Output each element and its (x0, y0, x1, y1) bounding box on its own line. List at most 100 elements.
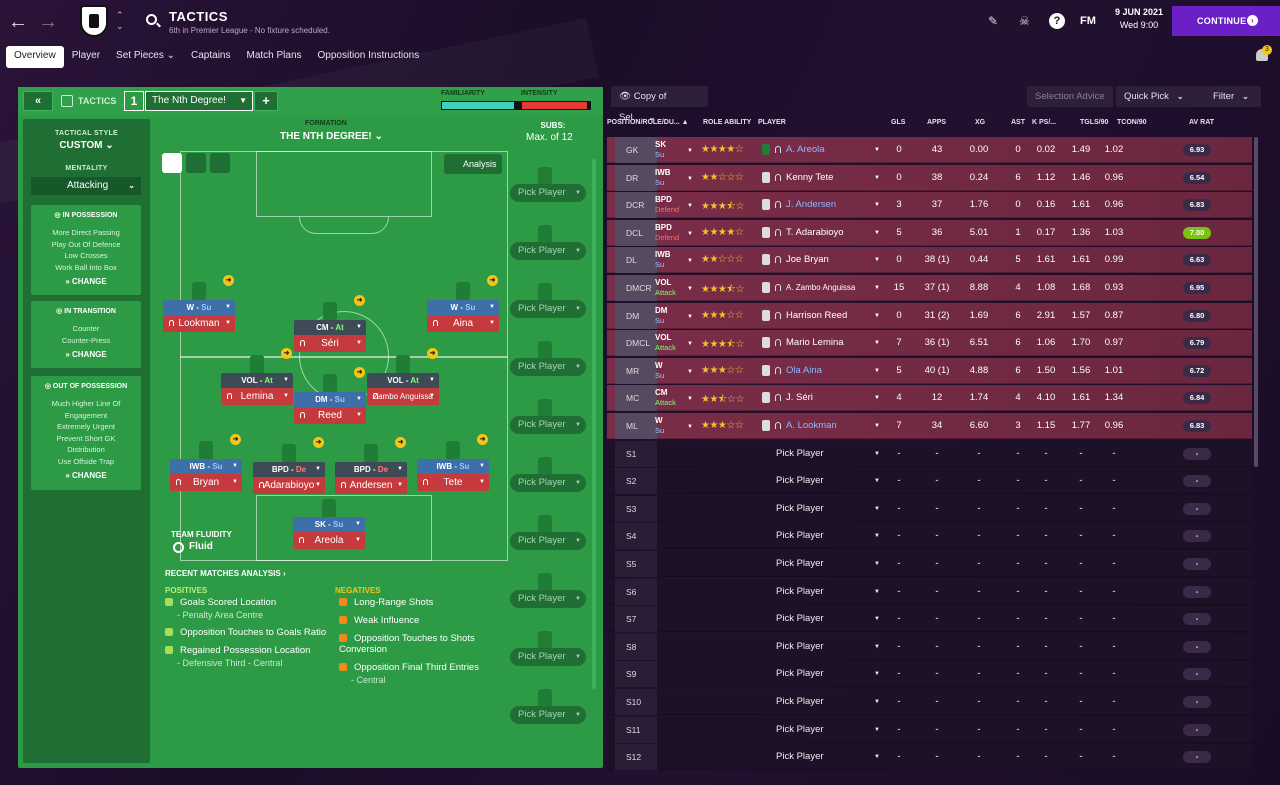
role-duty-dropdown[interactable]: IWB Su ▼ (652, 247, 696, 273)
selection-advice-button[interactable]: Selection Advice (1027, 86, 1113, 107)
table-row[interactable]: GK SK Su ▼ ★★★★☆ A. Areola ▼ 0 43 0.00 0 0.02 1.49 1.… (607, 137, 1252, 163)
role-duty-selector[interactable]: VOL - At ▼ (221, 373, 293, 388)
column-header[interactable]: AV RAT (1189, 119, 1215, 126)
tab-match-plans[interactable]: Match Plans (246, 50, 302, 61)
bar-chart-icon[interactable] (186, 153, 206, 173)
player-shirt-icon[interactable] (323, 374, 337, 392)
player-dropdown[interactable]: T. Adarabioyo ▼ (758, 220, 880, 246)
player-dropdown[interactable]: J. Séri ▼ (758, 385, 880, 411)
column-header[interactable]: GLS (891, 119, 906, 126)
table-row[interactable]: DMCL VOL Attack ▼ ★★★⯪☆ Mario Lemina ▼ 7 36 (1) 6… (607, 330, 1252, 357)
role-duty-dropdown[interactable]: IWB Su ▼ (652, 165, 696, 191)
pick-player-dropdown[interactable]: Pick Player ▼ (510, 416, 586, 434)
player-dropdown[interactable]: Ola Aina ▼ (758, 358, 880, 384)
player-shirt-icon[interactable] (456, 282, 470, 300)
player-dropdown[interactable]: Pick Player ▼ (758, 717, 880, 743)
view-dropdown[interactable]: 👁 Copy of Sel... ⌄ (611, 86, 708, 123)
club-crest-icon[interactable] (80, 5, 108, 37)
forward-arrow-icon[interactable]: → (38, 11, 58, 33)
intensity-bar[interactable] (521, 101, 591, 110)
player-view-icon[interactable] (162, 153, 182, 173)
back-arrow-icon[interactable]: ← (8, 11, 28, 33)
column-header[interactable]: XG (975, 119, 986, 126)
role-duty-dropdown[interactable]: BPD Defend ▼ (652, 192, 696, 218)
player-instruction-arrow-icon[interactable]: ➜ (230, 434, 241, 445)
column-header[interactable]: TCON/90 (1117, 119, 1147, 126)
search-icon[interactable] (146, 14, 157, 25)
column-header[interactable]: K PS/... (1032, 119, 1057, 126)
player-name-selector[interactable]: Areola ▼ (293, 532, 365, 549)
table-row[interactable]: S12 Pick Player ▼ - - - - - - - - (607, 744, 1252, 771)
out-of-possession-change-button[interactable]: » CHANGE (65, 471, 107, 480)
club-switch-icon[interactable]: ⌃ ⌄ (116, 10, 124, 31)
continue-button[interactable]: CONTINUE › (1172, 6, 1280, 36)
table-row[interactable]: S11 Pick Player ▼ - - - - - - - - (607, 716, 1252, 743)
player-dropdown[interactable]: Pick Player ▼ (758, 441, 880, 467)
pitch-player-slot[interactable]: CM - At ▼ Séri ▼ (294, 320, 366, 352)
add-tactic-button[interactable]: + (254, 91, 278, 111)
table-row[interactable]: S7 Pick Player ▼ - - - - - - - - (607, 606, 1252, 633)
help-icon[interactable]: ? (1049, 13, 1065, 29)
pitch-player-slot[interactable]: IWB - Su ▼ Bryan ▼ (170, 459, 242, 491)
role-duty-dropdown[interactable]: W Su ▼ (652, 413, 696, 439)
role-duty-dropdown[interactable]: SK Su ▼ (652, 137, 696, 163)
mentality-dropdown[interactable]: Attacking ⌄ (31, 177, 141, 195)
player-dropdown[interactable]: Pick Player ▼ (758, 744, 880, 770)
pitch-player-slot[interactable]: BPD - De ▼ Adarabioyo ▼ (253, 462, 325, 494)
role-duty-selector[interactable]: W - Su ▼ (163, 300, 235, 315)
table-row[interactable]: DM DM Su ▼ ★★★☆☆ Harrison Reed ▼ 0 31 (2) 1.69 6 2.… (607, 302, 1252, 329)
player-dropdown[interactable]: Pick Player ▼ (758, 496, 880, 522)
player-instruction-arrow-icon[interactable]: ➜ (313, 437, 324, 448)
table-row[interactable]: S5 Pick Player ▼ - - - - - - - - (607, 551, 1252, 577)
pick-player-dropdown[interactable]: Pick Player ▼ (510, 358, 586, 376)
pitch-player-slot[interactable]: IWB - Su ▼ Tete ▼ (417, 459, 489, 491)
table-row[interactable]: S9 Pick Player ▼ - - - - - - - - (607, 661, 1252, 688)
player-name-selector[interactable]: Tete ▼ (417, 474, 489, 491)
pick-player-dropdown[interactable]: Pick Player ▼ (510, 300, 586, 318)
table-row[interactable]: DCL BPD Defend ▼ ★★★★☆ T. Adarabioyo ▼ 5 36 5.01 1… (607, 219, 1252, 246)
player-instruction-arrow-icon[interactable]: ➜ (354, 295, 365, 306)
player-name-selector[interactable]: Zambo Anguissa ▼ (367, 388, 439, 405)
player-name-selector[interactable]: Bryan ▼ (170, 474, 242, 491)
formation-dropdown[interactable]: THE NTH DEGREE! ⌄ (280, 131, 383, 142)
player-name-selector[interactable]: Adarabioyo ▼ (253, 477, 325, 494)
pitch-player-slot[interactable]: W - Su ▼ Lookman ▼ (163, 300, 235, 332)
skull-icon[interactable]: ☠ (1019, 14, 1030, 28)
analysis-button[interactable]: Analysis (444, 154, 502, 174)
pitch-player-slot[interactable]: W - Su ▼ Aina ▼ (427, 300, 499, 332)
player-name-selector[interactable]: Reed ▼ (294, 407, 366, 424)
role-duty-selector[interactable]: BPD - De ▼ (253, 462, 325, 477)
pitch-player-slot[interactable]: BPD - De ▼ Andersen ▼ (335, 462, 407, 494)
table-row[interactable]: DR IWB Su ▼ ★★☆☆☆ Kenny Tete ▼ 0 38 0.24 6 1.12 1.46… (607, 164, 1252, 191)
column-header[interactable]: AST (1011, 119, 1025, 126)
player-dropdown[interactable]: Pick Player ▼ (758, 689, 880, 715)
column-header[interactable]: TGLS/90 (1080, 119, 1109, 126)
player-shirt-icon[interactable] (396, 355, 410, 373)
player-dropdown[interactable]: J. Andersen ▼ (758, 192, 880, 218)
role-duty-selector[interactable]: IWB - Su ▼ (170, 459, 242, 474)
role-duty-selector[interactable]: IWB - Su ▼ (417, 459, 489, 474)
in-possession-change-button[interactable]: » CHANGE (65, 277, 107, 286)
in-transition-change-button[interactable]: » CHANGE (65, 350, 107, 359)
player-name-selector[interactable]: Séri ▼ (294, 335, 366, 352)
table-row[interactable]: MR W Su ▼ ★★★☆☆ Ola Aina ▼ 5 40 (1) 4.88 6 1.50 1.56… (607, 357, 1252, 384)
table-row[interactable]: S2 Pick Player ▼ - - - - - - - - (607, 468, 1252, 495)
role-duty-dropdown[interactable]: BPD Defend ▼ (652, 220, 696, 246)
role-duty-dropdown[interactable]: VOL Attack ▼ (652, 275, 696, 301)
tactic-name-dropdown[interactable]: The Nth Degree! ▼ (145, 91, 253, 111)
role-duty-dropdown[interactable]: CM Attack ▼ (652, 385, 696, 411)
table-row[interactable]: DL IWB Su ▼ ★★☆☆☆ Joe Bryan ▼ 0 38 (1) 0.44 5 1.61 1… (607, 247, 1252, 274)
tab-set-pieces[interactable]: Set Pieces ⌄ (116, 50, 176, 61)
role-duty-dropdown[interactable]: DM Su ▼ (652, 303, 696, 329)
pick-player-dropdown[interactable]: Pick Player ▼ (510, 184, 586, 202)
pick-player-dropdown[interactable]: Pick Player ▼ (510, 242, 586, 260)
player-shirt-icon[interactable] (199, 441, 213, 459)
player-dropdown[interactable]: Kenny Tete ▼ (758, 165, 880, 191)
pick-player-dropdown[interactable]: Pick Player ▼ (510, 648, 586, 666)
role-duty-dropdown[interactable]: W Su ▼ (652, 358, 696, 384)
player-name-selector[interactable]: Lemina ▼ (221, 388, 293, 405)
role-duty-selector[interactable]: BPD - De ▼ (335, 462, 407, 477)
table-row[interactable]: S10 Pick Player ▼ - - - - - - - - (607, 689, 1252, 715)
role-duty-selector[interactable]: SK - Su ▼ (293, 517, 365, 532)
table-row[interactable]: S1 Pick Player ▼ - - - - - - - - (607, 440, 1252, 467)
